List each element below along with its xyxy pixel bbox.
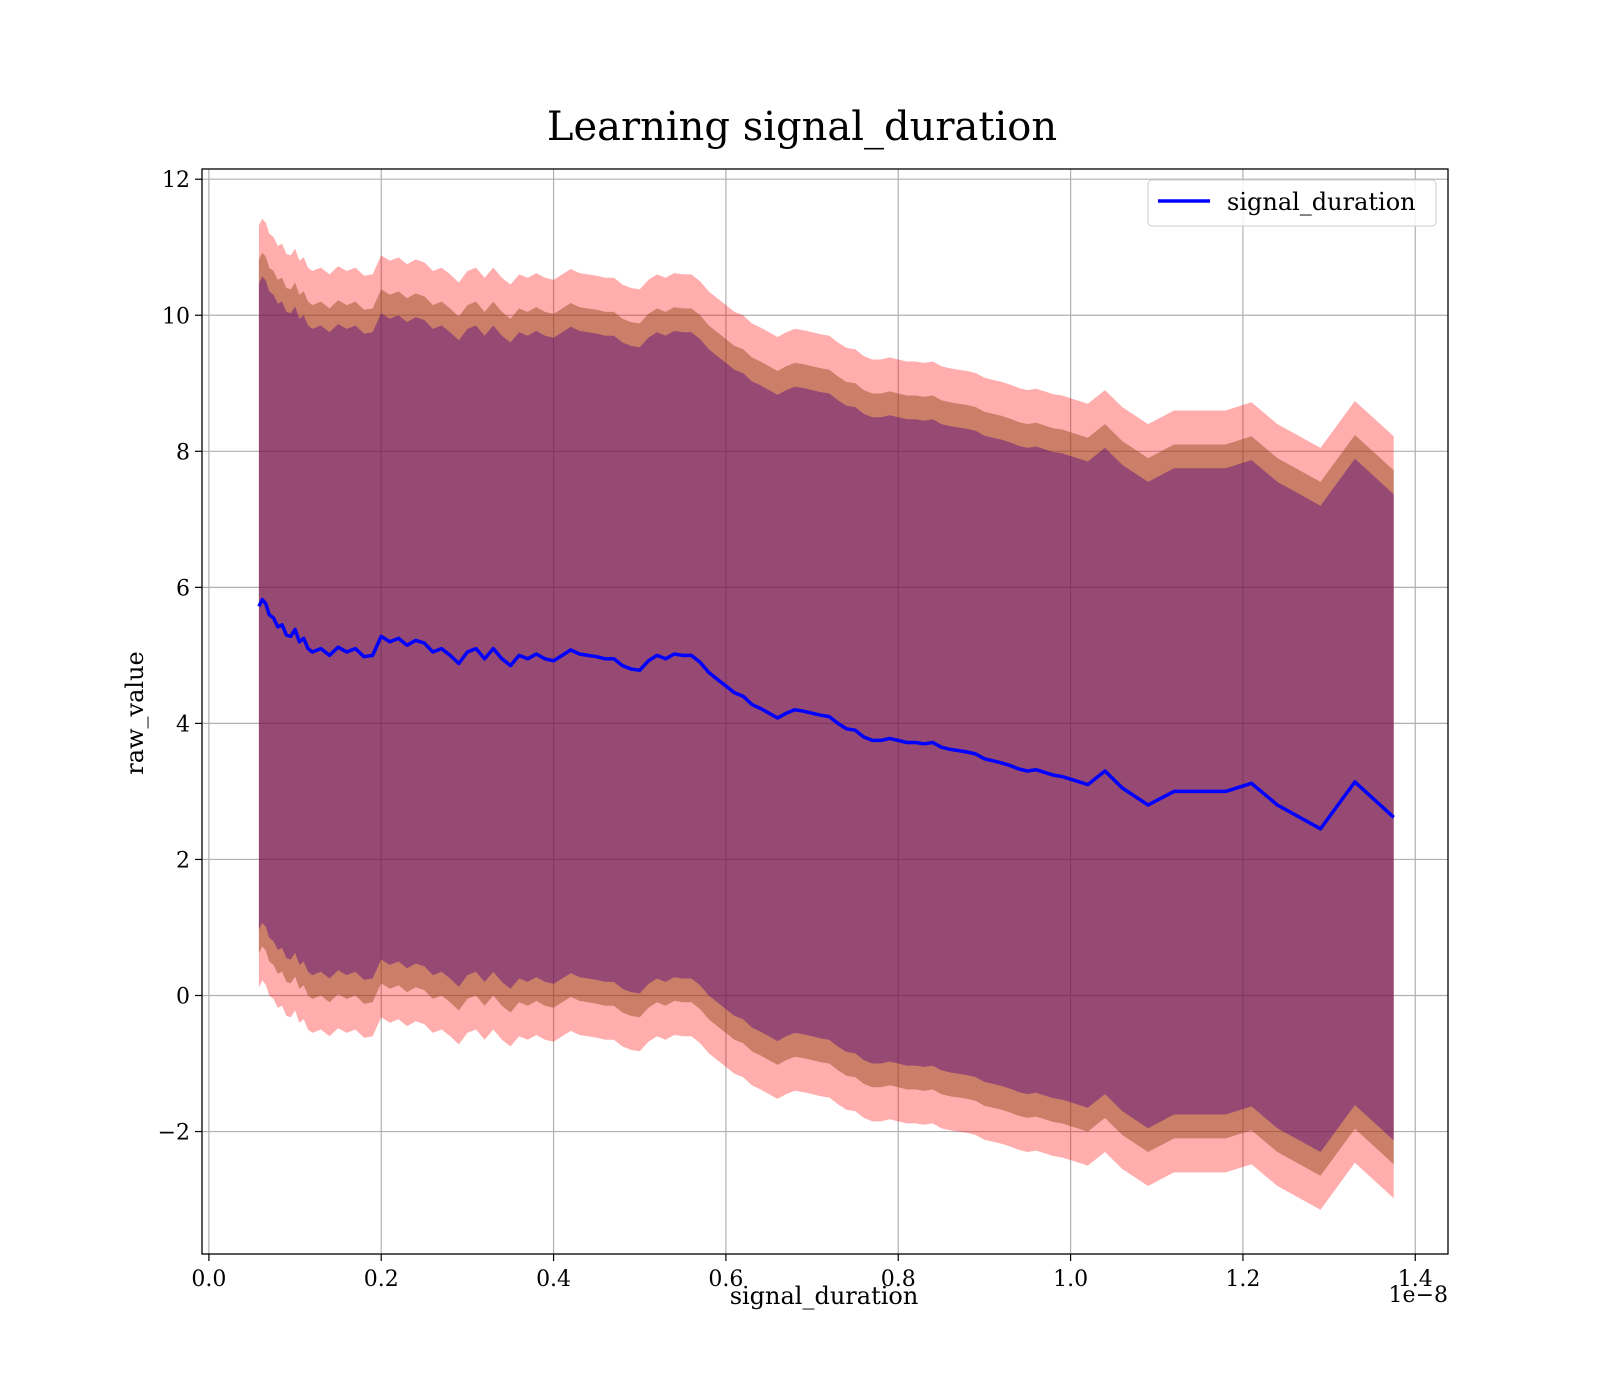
series-line: [257, 597, 1395, 831]
band-inner: [258, 276, 1394, 1152]
x-tick-label: 0.4: [536, 1267, 571, 1292]
ticks: 0.0 0.2 0.4 0.6 0.8 1.0 1.2 1.4 −2 0 2 4 6 8 10 12: [158, 168, 1433, 1292]
plot-frame: [201, 168, 1449, 1255]
y-tick-label: 8: [176, 440, 190, 465]
y-tick-label: −2: [158, 1121, 190, 1146]
x-tick-label: 1.4: [1398, 1267, 1433, 1292]
band-middle: [258, 252, 1394, 1176]
y-tick-label: 6: [176, 576, 190, 601]
x-tick-label: 0.8: [881, 1267, 916, 1292]
bands: [258, 218, 1394, 1210]
legend: signal_duration: [1147, 179, 1437, 227]
y-tick-label: 10: [162, 304, 190, 329]
legend-box: [1147, 179, 1437, 227]
x-tick-label: 0.2: [364, 1267, 399, 1292]
y-tick-label: 0: [176, 985, 190, 1010]
x-tick-label: 0.6: [708, 1267, 743, 1292]
x-axis-label: signal_duration: [730, 1282, 919, 1310]
x-tick-label: 0.0: [191, 1267, 226, 1292]
y-tick-label: 2: [176, 848, 190, 873]
y-axis-label: raw_value: [121, 651, 149, 775]
chart-title: Learning signal_duration: [547, 104, 1057, 150]
grid: [202, 169, 1448, 1254]
y-tick-label: 12: [162, 168, 190, 193]
legend-label: signal_duration: [1227, 188, 1416, 216]
x-tick-label: 1.0: [1053, 1267, 1088, 1292]
y-tick-label: 4: [176, 712, 190, 737]
x-offset-label: 1e−8: [1389, 1283, 1448, 1308]
band-outer: [258, 218, 1394, 1210]
x-tick-label: 1.2: [1225, 1267, 1260, 1292]
